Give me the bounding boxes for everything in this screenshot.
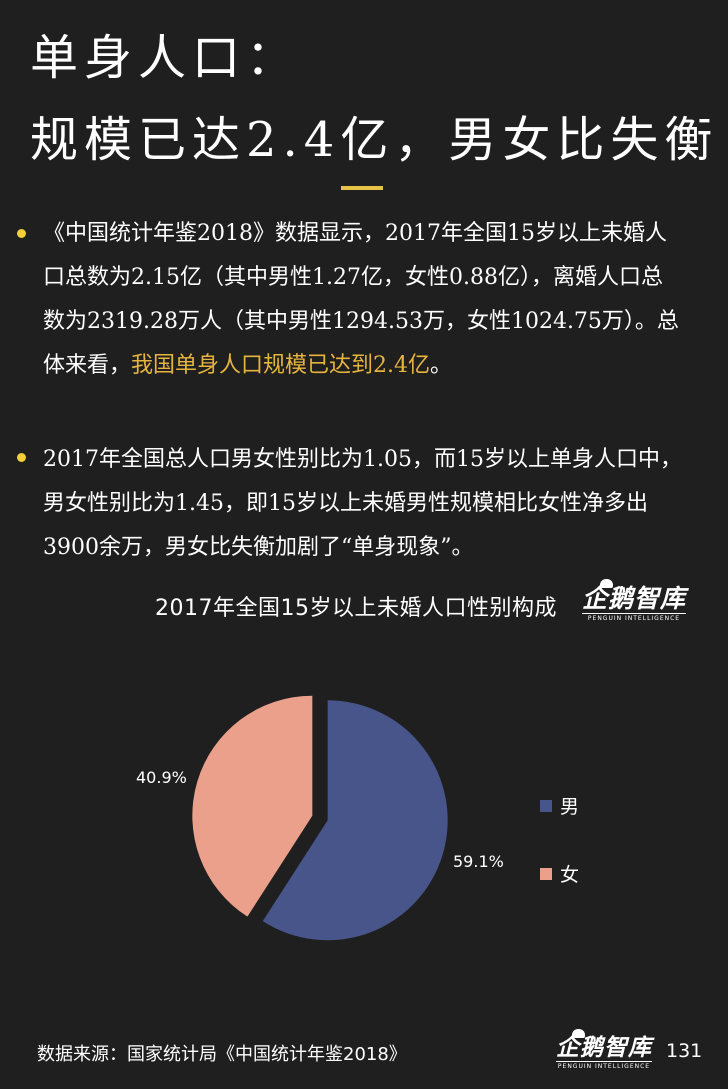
penguin-intelligence-logo-footer: 企鹅智库 PENGUIN INTELLIGENCE bbox=[556, 1029, 652, 1071]
logo-subtext: PENGUIN INTELLIGENCE bbox=[556, 1061, 652, 1070]
bullet-icon bbox=[17, 453, 26, 462]
logo-subtext: PENGUIN INTELLIGENCE bbox=[582, 613, 687, 623]
paragraph-1-highlight: 我国单身人口规模已达到2.4亿 bbox=[131, 353, 431, 378]
paragraph-2-text: 2017年全国总人口男女性别比为1.05，而15岁以上单身人口中，男女性别比为1… bbox=[43, 447, 682, 560]
legend-label-male: 男 bbox=[560, 796, 580, 818]
legend-swatch-female bbox=[540, 867, 552, 880]
logo-text: 企鹅智库 bbox=[582, 584, 687, 613]
legend-swatch-male bbox=[540, 799, 552, 812]
page-number: 131 bbox=[666, 1040, 703, 1062]
paragraph-1-text: 《中国统计年鉴2018》数据显示，2017年全国15岁以上未婚人口总数为2.15… bbox=[43, 221, 679, 378]
slice-label-male: 59.1% bbox=[453, 852, 504, 871]
legend-label-female: 女 bbox=[560, 864, 580, 886]
penguin-icon bbox=[572, 1029, 585, 1038]
slice-label-female: 40.9% bbox=[136, 768, 187, 787]
pie-slice-female bbox=[192, 695, 313, 917]
legend-item-male: 男 bbox=[540, 792, 579, 819]
paragraph-1: 《中国统计年鉴2018》数据显示，2017年全国15岁以上未婚人口总数为2.15… bbox=[43, 212, 683, 388]
bullet-icon bbox=[17, 229, 26, 238]
page-title-line-2: 规模已达2.4亿，男女比失衡 bbox=[30, 112, 719, 168]
logo-text: 企鹅智库 bbox=[556, 1035, 652, 1061]
data-source: 数据来源：国家统计局《中国统计年鉴2018》 bbox=[37, 1044, 407, 1065]
page-title-line-1: 单身人口： bbox=[30, 30, 301, 86]
pie-slice-male bbox=[262, 700, 448, 941]
paragraph-2: 2017年全国总人口男女性别比为1.05，而15岁以上单身人口中，男女性别比为1… bbox=[43, 438, 683, 570]
penguin-icon bbox=[600, 579, 613, 588]
title-underline bbox=[341, 186, 383, 190]
legend-item-female: 女 bbox=[540, 860, 579, 887]
penguin-intelligence-logo: 企鹅智库 PENGUIN INTELLIGENCE bbox=[582, 579, 687, 623]
paragraph-1-tail: 。 bbox=[430, 353, 453, 378]
chart-title: 2017年全国15岁以上未婚人口性别构成 bbox=[155, 596, 557, 621]
